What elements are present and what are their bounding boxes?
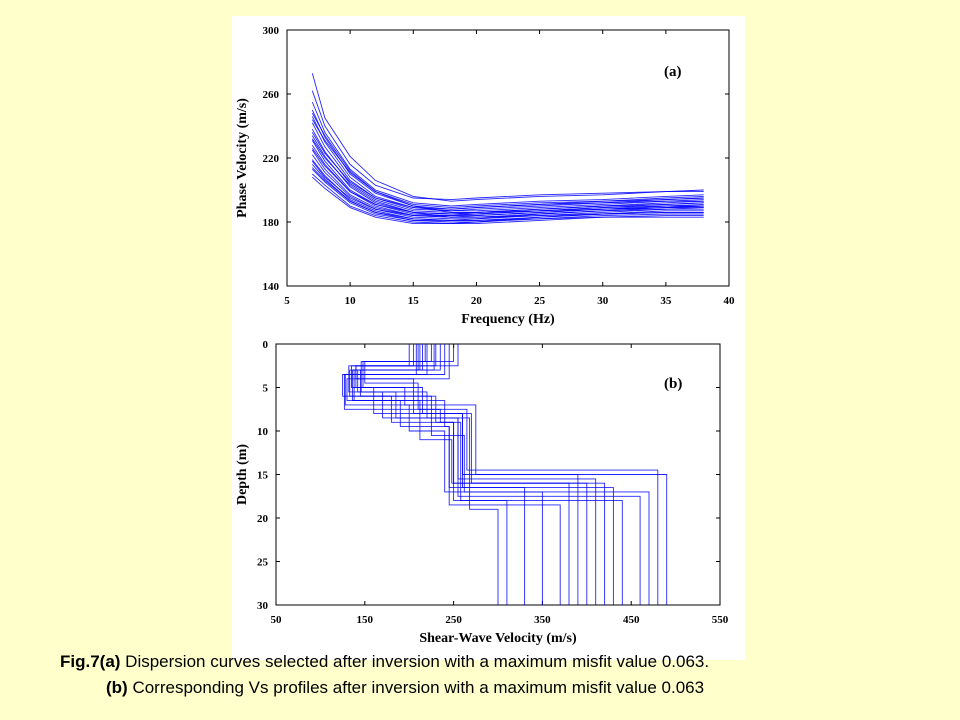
dispersion-curve — [311, 119, 704, 209]
vs-profile-line — [351, 344, 606, 605]
y-tick-label-a: 300 — [263, 25, 280, 37]
x-tick-label-a: 30 — [597, 295, 609, 307]
x-tick-label-a: 20 — [471, 295, 483, 307]
panel-label-b: (b) — [664, 376, 682, 392]
x-tick-label-b: 150 — [357, 614, 374, 626]
y-tick-label-a: 140 — [263, 281, 280, 293]
x-tick-label-a: 10 — [345, 295, 357, 307]
dispersion-curve — [311, 167, 704, 221]
y-tick-label-b: 20 — [257, 513, 269, 525]
dispersion-curve — [311, 101, 704, 207]
dispersion-curve — [311, 90, 704, 201]
dispersion-curve — [311, 138, 704, 218]
x-tick-label-a: 5 — [284, 295, 290, 307]
dispersion-curve — [311, 132, 704, 210]
y-axis-label-b: Depth (m) — [235, 444, 250, 505]
y-tick-label-b: 0 — [263, 339, 269, 351]
x-axis-label-b: Shear-Wave Velocity (m/s) — [419, 631, 577, 646]
y-tick-label-b: 15 — [257, 470, 269, 482]
caption-line-1: Fig.7(a) Dispersion curves selected afte… — [60, 652, 709, 672]
x-tick-label-a: 35 — [660, 295, 672, 307]
dispersion-curve — [311, 112, 704, 213]
y-tick-label-a: 180 — [263, 217, 280, 229]
dispersion-curve — [311, 148, 704, 215]
caption-line-2: (b) Corresponding Vs profiles after inve… — [106, 678, 704, 698]
x-tick-label-a: 25 — [534, 295, 546, 307]
x-tick-label-b: 550 — [712, 614, 729, 626]
y-tick-label-b: 25 — [257, 557, 269, 569]
plot-frame-a — [286, 29, 730, 287]
x-tick-label-a: 40 — [724, 295, 736, 307]
panel-label-a: (a) — [664, 64, 682, 80]
y-axis-label-a: Phase Velocity (m/s) — [235, 98, 250, 218]
caption-text-b: Corresponding Vs profiles after inversio… — [127, 678, 705, 697]
caption-label-b: (b) — [106, 678, 128, 697]
x-tick-label-b: 450 — [623, 614, 640, 626]
vs-profile-line — [343, 344, 508, 605]
y-tick-label-a: 260 — [263, 89, 280, 101]
x-tick-label-a: 15 — [408, 295, 420, 307]
figure-panel: 5 10 15 20 25 30 35 40 140 180 220 260 300 Frequency … — [232, 16, 745, 660]
x-axis-label-a: Frequency (Hz) — [461, 312, 555, 327]
dispersion-curve — [312, 176, 704, 225]
vs-profile-line — [360, 344, 499, 605]
x-tick-label-b: 350 — [534, 614, 551, 626]
dispersion-curve — [311, 73, 704, 202]
figure-svg: 5 10 15 20 25 30 35 40140180220260300Frequency … — [235, 25, 736, 646]
caption-label-a: Fig.7(a) — [60, 652, 121, 671]
dispersion-curve — [311, 109, 704, 210]
dispersion-curve — [311, 154, 704, 220]
caption-text-a: Dispersion curves selected after inversi… — [120, 652, 710, 671]
y-tick-label-b: 5 — [263, 383, 269, 395]
x-tick-label-b: 250 — [445, 614, 462, 626]
y-tick-label-b: 10 — [257, 426, 269, 438]
dispersion-curve — [311, 122, 704, 212]
y-tick-label-b: 30 — [257, 600, 269, 612]
y-tick-label-a: 220 — [263, 153, 280, 165]
x-tick-label-b: 50 — [271, 614, 283, 626]
